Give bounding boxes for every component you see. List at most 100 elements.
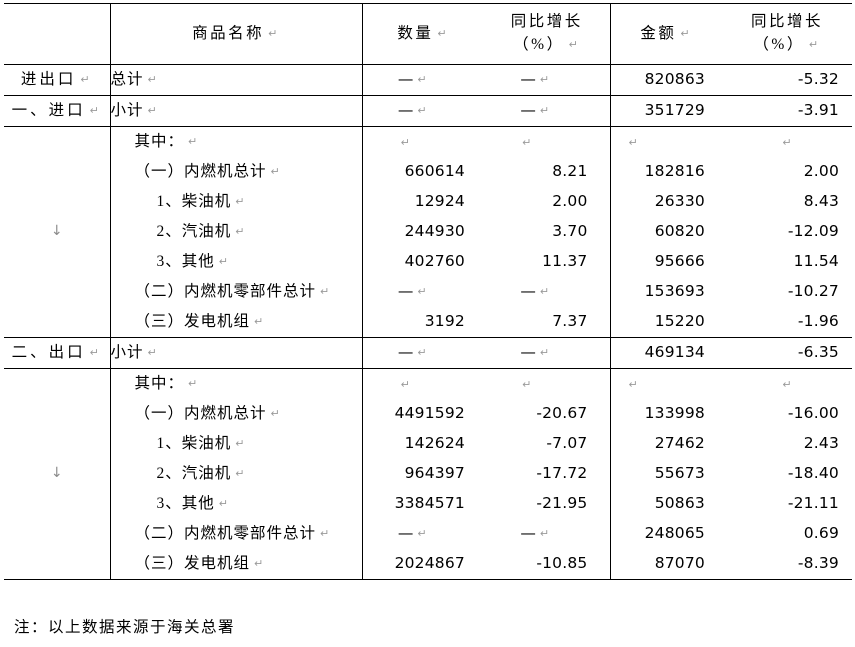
row-quantity-growth: -20.67 [484, 399, 610, 429]
header-amount-text: 金额 [640, 25, 677, 43]
row-quantity: — ↵ [361, 64, 484, 96]
row-amount: 153693 [609, 277, 722, 307]
pilcrow-mark: ↵ [218, 497, 229, 511]
row-quantity-growth-value: -17.72 [536, 464, 588, 483]
row-product-name-text: （一）内燃机总计 [134, 163, 267, 181]
row-amount-growth: 2.43 [722, 429, 852, 459]
row-category [4, 519, 110, 549]
row-quantity-growth: ↵ [484, 127, 610, 158]
row-quantity: 402760 [361, 247, 484, 277]
import-export-statistics-table: 商品名称 ↵ 数量 ↵ 同比增长 （%） ↵ 金额 ↵ 同比增长 （%） ↵ 进出口 ↵ 总计… [4, 3, 852, 580]
row-quantity-growth-value: -10.85 [536, 554, 588, 573]
pilcrow-mark: ↵ [270, 407, 281, 421]
row-quantity-value: 660614 [404, 162, 465, 181]
pilcrow-mark: ↵ [218, 255, 229, 269]
row-amount: ↵ [609, 126, 722, 157]
row-category [4, 489, 110, 519]
row-category [4, 369, 110, 400]
row-category-text: 进出口 [20, 71, 77, 89]
dash-placeholder: — [397, 101, 414, 120]
row-product-name: 小计 ↵ [109, 95, 362, 127]
row-amount: 27462 [609, 429, 722, 459]
row-category [4, 277, 110, 307]
pilcrow-mark: ↵ [417, 73, 427, 87]
table-row: （三）发电机组 ↵ 3192 7.37 15220 -1.96 [4, 307, 852, 338]
row-amount-growth: -12.09 [722, 217, 852, 247]
pilcrow-mark: ↵ [320, 285, 331, 299]
row-category [4, 127, 110, 158]
row-quantity: — ↵ [361, 337, 484, 369]
table-row: （三）发电机组 ↵ 2024867 -10.85 87070 -8.39 [4, 549, 852, 580]
row-amount-value: 182816 [644, 162, 705, 181]
table-row: 1、柴油机 ↵ 12924 2.00 26330 8.43 [4, 187, 852, 217]
row-category [4, 157, 110, 187]
pilcrow-mark: ↵ [235, 467, 246, 481]
row-category [4, 429, 110, 459]
pilcrow-mark: ↵ [320, 527, 331, 541]
header-row: 商品名称 ↵ 数量 ↵ 同比增长 （%） ↵ 金额 ↵ 同比增长 （%） ↵ [4, 3, 852, 65]
row-quantity-growth: -17.72 [484, 459, 610, 489]
pilcrow-mark: ↵ [268, 27, 280, 41]
footnote: 注：以上数据来源于海关总署 [14, 619, 236, 636]
table-row: （一）内燃机总计 ↵ 4491592 -20.67 133998 -16.00 [4, 399, 852, 429]
table-row: （一）内燃机总计 ↵ 660614 8.21 182816 2.00 [4, 157, 852, 187]
row-amount-growth: -8.39 [722, 549, 852, 580]
row-product-name-text: （二）内燃机零部件总计 [134, 525, 317, 543]
pilcrow-mark: ↵ [89, 346, 102, 360]
row-amount: 351729 [609, 95, 722, 127]
row-quantity-growth: — ↵ [484, 277, 610, 307]
row-quantity-growth: — ↵ [484, 64, 610, 96]
dash-placeholder: — [520, 282, 536, 301]
row-product-name-text: 1、柴油机 [156, 193, 232, 211]
row-product-name-text: 小计 [110, 344, 144, 362]
row-product-name-text: （三）发电机组 [134, 313, 251, 331]
row-quantity-growth: -10.85 [484, 549, 610, 580]
row-product-name-text: （二）内燃机零部件总计 [134, 283, 317, 301]
pilcrow-mark: ↵ [254, 557, 265, 571]
row-amount-growth: ↵ [722, 127, 852, 158]
row-quantity-growth: ↵ [484, 369, 610, 400]
dash-placeholder: — [397, 343, 414, 362]
row-amount-value: 95666 [654, 252, 705, 271]
pilcrow-mark: ↵ [235, 437, 246, 451]
row-amount-growth-value: -8.39 [797, 554, 839, 573]
row-product-name: 其中： ↵ [109, 126, 362, 157]
row-amount-growth-value: -12.09 [787, 222, 839, 241]
row-quantity-growth-value: 8.21 [552, 162, 588, 181]
row-product-name-text: （三）发电机组 [134, 555, 251, 573]
pilcrow-mark: ↵ [270, 165, 281, 179]
pilcrow-mark: ↵ [782, 136, 792, 150]
row-quantity: 12924 [361, 187, 484, 217]
row-quantity-growth: 7.37 [484, 307, 610, 338]
row-quantity-growth-value: -7.07 [546, 434, 588, 453]
table-row: 1、柴油机 ↵ 142624 -7.07 27462 2.43 [4, 429, 852, 459]
row-amount-growth: 2.00 [722, 157, 852, 187]
row-category: ↓ [4, 217, 110, 247]
row-quantity-growth-value: 2.00 [552, 192, 588, 211]
row-product-name-text: 3、其他 [156, 253, 215, 271]
row-category: 进出口 ↵ [4, 64, 110, 96]
row-product-name-text: （一）内燃机总计 [134, 405, 267, 423]
pilcrow-mark: ↵ [147, 73, 158, 87]
row-amount-value: 26330 [654, 192, 705, 211]
pilcrow-mark: ↵ [628, 378, 638, 392]
row-category [4, 307, 110, 338]
dash-placeholder: — [520, 70, 536, 89]
header-category [4, 3, 110, 65]
row-amount-value: 133998 [644, 404, 705, 423]
table-row: 进出口 ↵ 总计 ↵ — ↵ — ↵ 820863 -5.32 [4, 64, 852, 96]
row-category [4, 247, 110, 277]
row-amount-growth: 0.69 [722, 519, 852, 549]
pilcrow-mark: ↵ [147, 346, 158, 360]
header-quantity-text: 数量 [397, 25, 434, 43]
row-quantity-value: 142624 [404, 434, 465, 453]
row-quantity: ↵ [361, 126, 484, 157]
dash-placeholder: — [397, 524, 414, 543]
row-amount-growth-value: -1.96 [797, 312, 839, 331]
row-product-name: 1、柴油机 ↵ [109, 187, 362, 217]
table-row: 3、其他 ↵ 402760 11.37 95666 11.54 [4, 247, 852, 277]
row-quantity: — ↵ [361, 519, 484, 549]
row-product-name-text: 小计 [110, 102, 144, 120]
row-amount: 15220 [609, 307, 722, 338]
row-quantity: 142624 [361, 429, 484, 459]
